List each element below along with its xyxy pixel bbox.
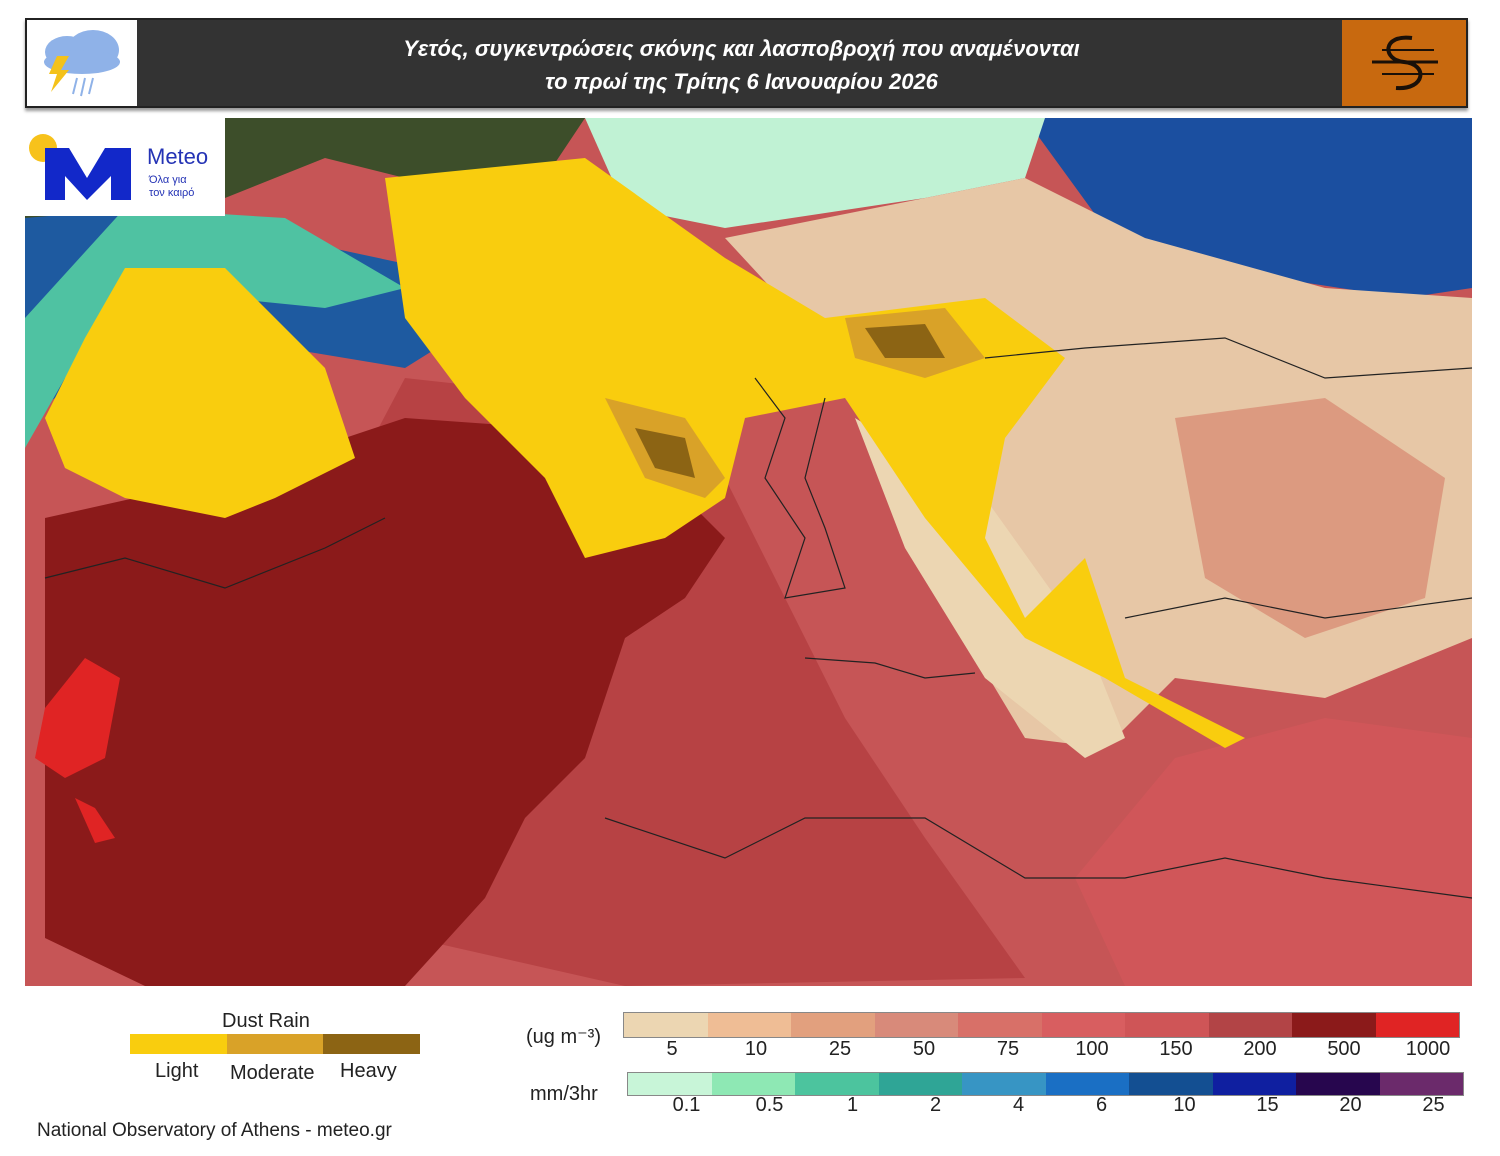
map-title: Υετός, συγκεντρώσεις σκόνης και λασποβρο… (157, 32, 1326, 98)
precip-unit: mm/3hr (530, 1083, 598, 1105)
dust_conc_legend-tick: 5 (666, 1038, 678, 1060)
precip_legend-tick: 20 (1339, 1094, 1362, 1116)
precip_legend-tick: 0.5 (755, 1094, 784, 1116)
dust_conc_legend-tick: 10 (744, 1038, 768, 1060)
very-high-dust-libya (45, 418, 725, 986)
dust-rain-legend-title: Dust Rain (222, 1010, 310, 1032)
precip_legend-swatch (628, 1073, 712, 1095)
precip_legend-swatch (1129, 1073, 1213, 1095)
dust_conc_legend-tick: 75 (996, 1038, 1020, 1060)
dust_conc_legend-tick: 100 (1075, 1038, 1109, 1060)
precip_legend-tick: 1 (846, 1094, 859, 1116)
title-line-1: Υετός, συγκεντρώσεις σκόνης και λασποβρο… (403, 36, 1080, 61)
precip_legend-swatch (711, 1073, 795, 1095)
dust_conc_legend-tick: 25 (828, 1038, 852, 1060)
precip_legend-tick: 4 (1012, 1094, 1025, 1116)
dust_rain_legend-swatch (323, 1034, 421, 1054)
weather-cloud-icon (27, 20, 137, 106)
meteo-logo: Meteo Όλα για τον καιρό (25, 118, 225, 216)
precip-ticks: 0.1 0.5 1 2 4 6 10 15 20 25 (645, 1094, 1475, 1117)
dust_conc_legend-swatch (874, 1013, 958, 1037)
dust_conc_legend-swatch (1208, 1013, 1292, 1037)
meteo-logo-text: Meteo (147, 144, 209, 169)
precip_legend-swatch (1212, 1073, 1296, 1095)
dust_conc_legend-swatch (1125, 1013, 1209, 1037)
dust_conc_legend-tick: 1000 (1405, 1038, 1451, 1060)
dust_conc_legend-swatch (1041, 1013, 1125, 1037)
precip_legend-swatch (1379, 1073, 1463, 1095)
dust-rain-moderate-label: Moderate (230, 1062, 315, 1084)
precip_legend-tick: 2 (929, 1094, 942, 1116)
precip_legend-tick: 0.1 (672, 1094, 701, 1116)
precip_legend-tick: 10 (1173, 1094, 1196, 1116)
dust_conc_legend-tick: 200 (1243, 1038, 1277, 1060)
precip_legend-swatch (795, 1073, 879, 1095)
dust-rain-light-label: Light (155, 1060, 199, 1082)
dust_rain_legend-swatch (130, 1034, 227, 1054)
precipitation-colorbar (627, 1072, 1464, 1096)
dust-rain-light (385, 158, 1245, 748)
coastlines (44, 337, 1472, 899)
precip-light (25, 208, 405, 448)
high-dust-southeast (1075, 718, 1472, 986)
dust_conc_legend-swatch (1375, 1013, 1459, 1037)
precip_legend-tick: 25 (1422, 1094, 1445, 1116)
precip_legend-tick: 6 (1095, 1094, 1108, 1116)
meteo-tagline: Όλα για τον καιρό (149, 174, 194, 200)
dust-conc-ticks: 5 10 25 50 75 100 150 200 500 1000 (630, 1038, 1470, 1061)
tagline-1: Όλα για (149, 174, 187, 186)
observatory-emblem-icon (1342, 20, 1466, 106)
precip_legend-swatch (1296, 1073, 1380, 1095)
dust_conc_legend-swatch (624, 1013, 708, 1037)
title-line-2: το πρωί της Τρίτης 6 Ιανουαρίου 2026 (545, 69, 938, 94)
dust_conc_legend-swatch (707, 1013, 791, 1037)
precip-very-light (585, 118, 1045, 228)
dust-rain-heavy (635, 428, 695, 478)
dust-forecast-map (25, 118, 1472, 986)
extreme-dust (35, 658, 120, 778)
dust-rain-heavy-2 (865, 324, 945, 358)
dust-rain-heavy-label: Heavy (340, 1060, 397, 1082)
tagline-2: τον καιρό (149, 187, 195, 199)
dust-rain-colorbar (130, 1034, 421, 1054)
header-banner: Υετός, συγκεντρώσεις σκόνης και λασποβρο… (25, 18, 1468, 108)
dust_conc_legend-tick: 150 (1159, 1038, 1193, 1060)
precip_legend-swatch (878, 1073, 962, 1095)
precip_legend-swatch (1045, 1073, 1129, 1095)
dust-conc-unit: (ug m⁻³) (526, 1026, 601, 1048)
moderate-dust-turkey (1175, 398, 1445, 638)
dust_conc_legend-swatch (791, 1013, 875, 1037)
dust_conc_legend-swatch (958, 1013, 1042, 1037)
precip_legend-tick: 15 (1256, 1094, 1279, 1116)
dust-rain-light-west (45, 268, 355, 518)
dust-concentration-colorbar (623, 1012, 1460, 1038)
dust_conc_legend-tick: 500 (1327, 1038, 1361, 1060)
meteo-m-icon (29, 134, 131, 200)
extreme-dust-2 (75, 798, 115, 843)
credit-text: National Observatory of Athens - meteo.g… (37, 1120, 392, 1141)
precip_legend-swatch (962, 1073, 1046, 1095)
dust_conc_legend-tick: 50 (912, 1038, 936, 1060)
dust_conc_legend-swatch (1292, 1013, 1376, 1037)
dust_rain_legend-swatch (226, 1034, 324, 1054)
